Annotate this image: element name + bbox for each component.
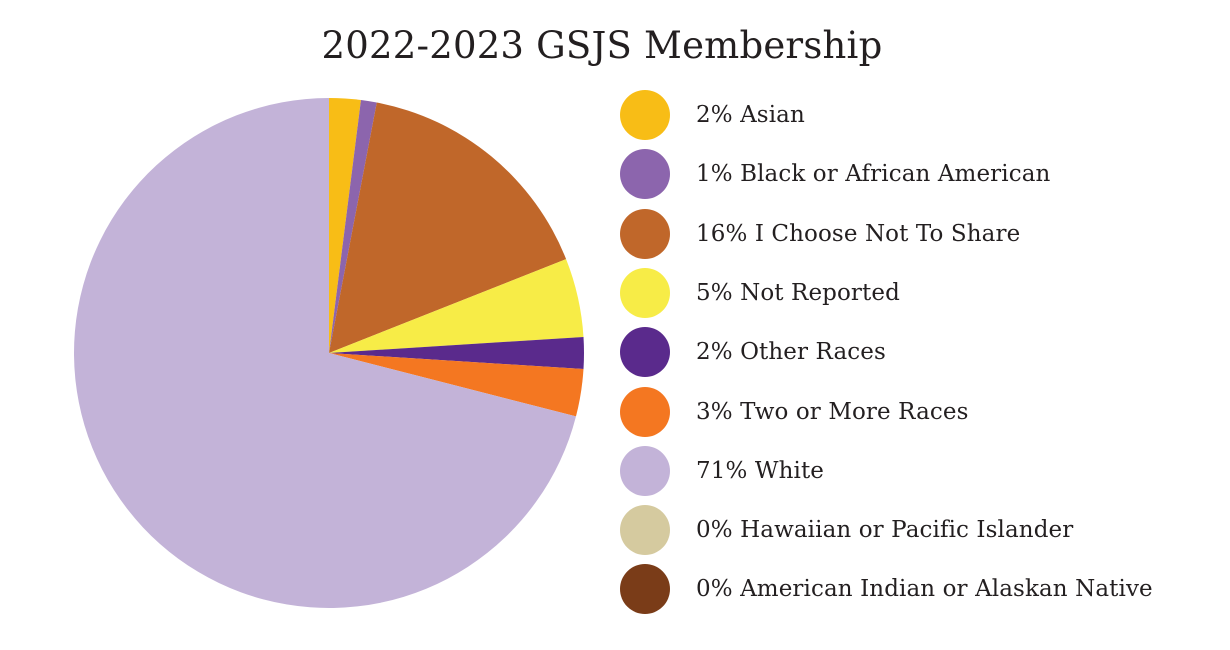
legend-swatch — [620, 90, 670, 140]
pie-slice-two-or-more-races — [329, 353, 584, 417]
legend-label: 3% Two or More Races — [696, 398, 969, 425]
legend-label: 1% Black or African American — [696, 161, 1051, 188]
legend-label: 0% American Indian or Alaskan Native — [696, 576, 1153, 603]
pie-slice-other-races — [329, 336, 584, 370]
legend-swatch — [620, 267, 670, 318]
legend-label: 0% Hawaiian or Pacific Islander — [696, 517, 1074, 544]
pie-slice-asian — [329, 98, 361, 353]
legend-swatch — [620, 327, 670, 378]
pie-slice-white — [74, 98, 576, 609]
legend-item: 3% Two or More Races — [620, 386, 969, 437]
legend-swatch — [620, 386, 670, 437]
legend-swatch — [620, 445, 670, 496]
legend-item: 2% Other Races — [620, 327, 886, 378]
legend-swatch — [620, 505, 670, 556]
legend-label: 71% White — [696, 457, 824, 484]
legend-label: 2% Asian — [696, 102, 805, 128]
legend-swatch — [620, 149, 670, 200]
legend-swatch — [620, 564, 670, 615]
pie-slice-black-or-african-american — [329, 100, 377, 354]
pie-slice-not-reported — [329, 259, 584, 353]
legend-swatch — [620, 208, 670, 259]
legend-item: 71% White — [620, 445, 824, 496]
legend-item: 16% I Choose Not To Share — [620, 208, 1021, 259]
legend-item: 2% Asian — [620, 90, 805, 140]
legend-label: 5% Not Reported — [696, 279, 900, 306]
legend-label: 16% I Choose Not To Share — [696, 220, 1021, 247]
legend-item: 0% American Indian or Alaskan Native — [620, 564, 1153, 615]
pie-slice-i-choose-not-to-share — [329, 102, 567, 353]
legend-item: 0% Hawaiian or Pacific Islander — [620, 505, 1074, 556]
legend-item: 5% Not Reported — [620, 267, 900, 318]
pie-chart — [74, 98, 584, 609]
legend-item: 1% Black or African American — [620, 149, 1051, 200]
legend-label: 2% Other Races — [696, 339, 886, 366]
chart-title: 2022-2023 GSJS Membership — [321, 24, 883, 67]
